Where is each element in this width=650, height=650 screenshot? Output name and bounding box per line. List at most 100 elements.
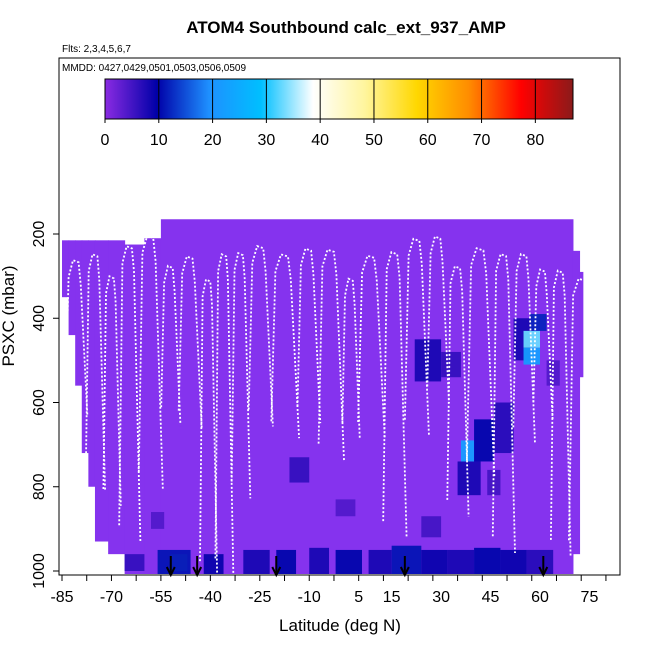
profile-arrowhead <box>192 566 203 578</box>
heatmap-cell <box>335 549 362 574</box>
curtain-strip <box>88 240 96 487</box>
heatmap-cell <box>493 402 514 454</box>
colorbar-tick-label: 40 <box>311 132 329 149</box>
flight-profile <box>491 252 516 554</box>
profile-arrowhead <box>538 566 549 578</box>
heatmap-cell <box>124 554 145 571</box>
flight-profile <box>466 247 496 478</box>
curtain-strip <box>144 238 162 574</box>
curtain-strip <box>81 240 89 454</box>
curtain-strip <box>68 240 76 336</box>
x-tick-label: -55 <box>149 589 172 606</box>
colorbar-tick-label: 50 <box>365 132 383 149</box>
flight-profile <box>118 245 142 543</box>
x-tick-label: -10 <box>298 589 321 606</box>
y-tick-label: 600 <box>31 389 48 416</box>
colorbar-tick-label: 30 <box>257 132 275 149</box>
flight-profile <box>382 251 408 538</box>
heatmap-cell <box>447 549 475 574</box>
flight-profile <box>64 259 89 417</box>
heatmap-cell <box>335 499 356 517</box>
flight-profile <box>426 235 450 404</box>
x-tick-label: 75 <box>581 589 599 606</box>
data-curtain <box>62 219 584 574</box>
heatmap-cell <box>276 549 297 574</box>
y-axis: 200 400 600 800 1000 <box>31 221 59 589</box>
heatmap-cell <box>500 549 527 574</box>
heatmap-cell <box>368 549 392 574</box>
heatmap-cell <box>243 549 270 574</box>
flight-profile <box>341 277 361 440</box>
colorbar-tick-label: 60 <box>419 132 437 149</box>
heatmap-cell <box>457 461 481 496</box>
flight-profile <box>296 247 322 424</box>
flight-profile <box>550 269 572 557</box>
heatmap-cell <box>530 314 547 331</box>
y-tick-label: 200 <box>31 221 48 248</box>
x-tick-label: 30 <box>432 589 450 606</box>
colorbar-tick-label: 10 <box>150 132 168 149</box>
curtain-strip <box>579 271 584 378</box>
flight-profile <box>357 254 386 439</box>
flight-profile <box>84 253 106 491</box>
x-tick-label: 45 <box>482 589 500 606</box>
heatmap-cell <box>151 512 165 529</box>
heatmap-cell <box>203 554 224 574</box>
flight-profile <box>160 264 182 425</box>
profile-arrows <box>165 556 549 578</box>
heatmap-cell <box>441 351 461 378</box>
dates-note: MMDD: 0427,0429,0501,0503,0506,0509 <box>62 63 246 74</box>
x-tick-label: -70 <box>100 589 123 606</box>
flight-profile <box>270 253 300 439</box>
curtain-strip <box>108 240 126 555</box>
heatmap-cell <box>289 457 310 483</box>
flight-profile <box>137 234 164 489</box>
heatmap-cell <box>474 547 501 574</box>
colorbar-tick-label: 70 <box>473 132 491 149</box>
curtain-strip <box>75 240 83 386</box>
profile-arrowhead <box>165 566 176 578</box>
x-tick-label: 60 <box>531 589 549 606</box>
flights-note: Flts: 2,3,4,5,6,7 <box>62 44 131 55</box>
colorbar-tick-label: 20 <box>204 132 222 149</box>
plot-frame <box>58 57 621 576</box>
y-axis-label: PSXC (mbar) <box>0 265 18 366</box>
x-axis-label: Latitude (deg N) <box>279 616 401 635</box>
flight-profile <box>404 237 430 437</box>
x-tick-label: 15 <box>383 589 401 606</box>
y-tick-label: 800 <box>31 473 48 500</box>
flight-profiles <box>64 234 598 574</box>
flight-profile <box>446 265 470 517</box>
curtain-strip <box>94 240 109 542</box>
y-tick-label: 1000 <box>31 553 48 589</box>
colorbar-gradient <box>104 78 574 120</box>
profile-arrowhead <box>399 566 410 578</box>
heatmap-cell <box>157 549 191 574</box>
heatmap-cell <box>421 516 442 538</box>
heatmap-cell <box>523 330 540 348</box>
x-tick-label: -25 <box>248 589 271 606</box>
heatmap-cell <box>309 547 330 574</box>
flight-profile <box>177 255 203 428</box>
flight-profile <box>532 268 554 420</box>
chart-title: ATOM4 Southbound calc_ext_937_AMP <box>186 18 506 37</box>
colorbar-tick-label: 0 <box>101 132 110 149</box>
colorbar <box>104 78 574 120</box>
flight-profile <box>199 278 218 574</box>
x-tick-label: -85 <box>50 589 73 606</box>
profile-arrowhead <box>271 566 282 578</box>
x-tick-label: -40 <box>199 589 222 606</box>
flight-profile <box>512 252 536 445</box>
heatmap-cell <box>546 360 560 386</box>
heatmap-cell <box>421 549 448 574</box>
heatmap-cell <box>523 347 540 365</box>
colorbar-tick-label: 80 <box>526 132 544 149</box>
curtain-strip <box>62 240 70 298</box>
curtain-strip <box>572 250 581 555</box>
heatmap-cell <box>391 545 422 574</box>
x-tick-label: 5 <box>354 589 363 606</box>
flight-profile <box>230 251 252 499</box>
heatmap-cell <box>526 549 554 574</box>
y-tick-label: 400 <box>31 305 48 332</box>
